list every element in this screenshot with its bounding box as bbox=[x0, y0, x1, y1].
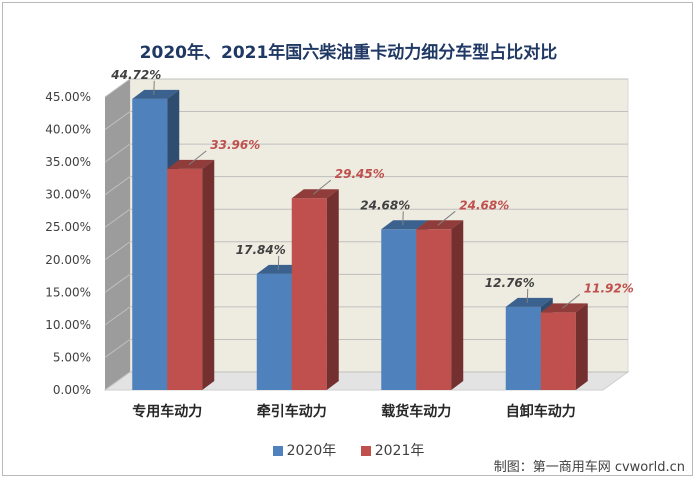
category-label: 牵引车动力 bbox=[257, 403, 327, 420]
legend-swatch-2020 bbox=[272, 446, 283, 456]
category-label: 专用车动力 bbox=[132, 403, 202, 420]
data-label: 24.68% bbox=[360, 198, 410, 212]
y-tick-label: 40.00% bbox=[45, 123, 91, 137]
bar-front bbox=[167, 168, 203, 390]
gridline bbox=[104, 111, 628, 130]
bar-top bbox=[505, 297, 553, 307]
gridline bbox=[104, 208, 628, 228]
y-tick-label: 35.00% bbox=[45, 155, 91, 169]
y-tick-label: 0.00% bbox=[53, 383, 91, 397]
bar-front bbox=[256, 273, 292, 390]
bar-top bbox=[381, 220, 429, 230]
data-label: 24.68% bbox=[459, 198, 509, 212]
bar bbox=[540, 303, 588, 390]
bar bbox=[291, 189, 339, 390]
legend-label-2020: 2020年 bbox=[286, 443, 337, 459]
bar-top bbox=[132, 89, 180, 99]
chart-frame bbox=[2, 2, 693, 476]
chart-title: 2020年、2021年国六柴油重卡动力细分车型占比对比 bbox=[139, 43, 558, 63]
data-label-leader bbox=[526, 288, 529, 303]
data-label-leader bbox=[402, 211, 404, 226]
bar bbox=[416, 220, 464, 390]
bar-top bbox=[416, 220, 464, 230]
legend-swatch-2021 bbox=[360, 446, 371, 456]
bar-side bbox=[451, 220, 464, 390]
y-tick-label: 25.00% bbox=[45, 220, 91, 234]
legend: 2020年 2021年 bbox=[0, 440, 697, 460]
bar-top bbox=[540, 303, 588, 313]
data-label: 11.92% bbox=[584, 281, 634, 295]
legend-label-2021: 2021年 bbox=[374, 443, 425, 459]
data-label-leader bbox=[277, 255, 280, 270]
y-tick-label: 20.00% bbox=[45, 253, 91, 267]
data-label: 12.76% bbox=[485, 276, 535, 290]
y-tick-label: 15.00% bbox=[45, 285, 91, 299]
bar-side bbox=[575, 303, 588, 390]
data-label-leader bbox=[153, 80, 155, 95]
bar-front bbox=[132, 98, 168, 390]
data-label-leader bbox=[312, 179, 332, 195]
legend-item-2020: 2020年 bbox=[272, 440, 337, 460]
data-label: 44.72% bbox=[110, 68, 161, 82]
credit-text: 制图：第一商用车网 cvworld.cn bbox=[493, 460, 685, 475]
bar-front bbox=[291, 198, 327, 390]
y-tick-label: 45.00% bbox=[45, 90, 91, 104]
bar-side bbox=[202, 159, 215, 390]
legend-item-2021: 2021年 bbox=[360, 440, 425, 460]
bar bbox=[167, 159, 215, 390]
category-label: 自卸车动力 bbox=[506, 403, 576, 420]
y-tick-label: 10.00% bbox=[45, 318, 91, 332]
bar-front bbox=[381, 229, 417, 390]
data-label-leader bbox=[561, 293, 581, 309]
y-tick-label: 30.00% bbox=[45, 188, 91, 202]
data-label: 17.84% bbox=[236, 243, 286, 257]
bar-top bbox=[291, 189, 339, 199]
data-label-leader bbox=[188, 150, 207, 166]
bar-side bbox=[326, 189, 339, 390]
bar-front bbox=[505, 306, 541, 390]
data-label: 33.96% bbox=[210, 138, 260, 152]
bar-top bbox=[167, 159, 215, 169]
data-label: 29.45% bbox=[335, 167, 385, 181]
bar-front bbox=[540, 312, 576, 390]
gridline bbox=[104, 176, 628, 196]
plot-side-wall bbox=[105, 79, 130, 390]
category-label: 载货车动力 bbox=[381, 403, 451, 420]
y-tick-label: 5.00% bbox=[53, 350, 91, 364]
gridline bbox=[104, 78, 628, 98]
gridline bbox=[104, 143, 628, 163]
bar-front bbox=[416, 229, 452, 390]
data-label-leader bbox=[437, 210, 456, 226]
